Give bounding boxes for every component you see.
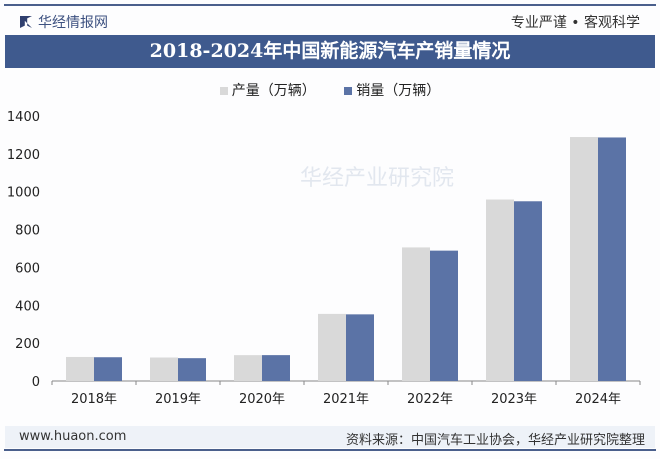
bar-production xyxy=(66,356,94,381)
bar-production xyxy=(234,355,262,381)
x-tick-label: 2018年 xyxy=(71,392,117,407)
bar-sales xyxy=(178,358,206,381)
slogan: 专业严谨 • 客观科学 xyxy=(510,15,640,31)
bar-production xyxy=(318,313,346,381)
watermark: 华经产业研究院 xyxy=(300,166,454,191)
bar-sales xyxy=(94,357,122,381)
legend-swatch xyxy=(344,87,353,95)
x-tick-label: 2024年 xyxy=(575,392,621,407)
legend-production: 产量（万辆） xyxy=(219,83,316,99)
y-tick-label: 400 xyxy=(15,299,40,314)
legend-sales: 销量（万辆） xyxy=(344,83,440,99)
top-divider xyxy=(4,4,656,6)
legend-label: 产量（万辆） xyxy=(231,83,316,99)
bar-sales xyxy=(514,201,542,381)
bottom-divider xyxy=(4,449,656,451)
chart-title: 2018-2024年中国新能源汽车产销量情况 xyxy=(5,35,655,68)
y-tick-label: 800 xyxy=(15,224,40,239)
footer-source: 资料来源：中国汽车工业协会，华经产业研究院整理 xyxy=(345,433,645,448)
y-tick-label: 1000 xyxy=(7,186,40,201)
x-tick-label: 2020年 xyxy=(239,392,285,407)
x-tick-label: 2023年 xyxy=(491,392,537,407)
legend-swatch xyxy=(219,87,228,95)
bar-production xyxy=(486,199,514,381)
bar-sales xyxy=(598,137,626,381)
footer: www.huaon.com 资料来源：中国汽车工业协会，华经产业研究院整理 xyxy=(5,426,655,448)
legend: 产量（万辆） 销量（万辆） xyxy=(0,80,660,100)
legend-label: 销量（万辆） xyxy=(356,83,441,99)
bar-sales xyxy=(346,314,374,381)
bar-sales xyxy=(430,250,458,381)
y-tick-label: 1200 xyxy=(7,148,40,163)
y-tick-label: 1400 xyxy=(7,110,40,125)
bar-production xyxy=(402,247,430,381)
footer-website: www.huaon.com xyxy=(19,429,127,444)
y-tick-label: 600 xyxy=(15,261,40,276)
y-tick-label: 0 xyxy=(32,375,40,390)
x-tick-label: 2022年 xyxy=(407,392,453,407)
brand-name: 华经情报网 xyxy=(38,15,108,31)
bar-production xyxy=(150,357,178,381)
x-tick-label: 2021年 xyxy=(323,392,369,407)
bar-sales xyxy=(262,355,290,381)
x-tick-label: 2019年 xyxy=(155,392,201,407)
y-tick-label: 200 xyxy=(15,337,40,352)
bar-production xyxy=(570,137,598,381)
brand: 华经情报网 xyxy=(20,12,108,32)
